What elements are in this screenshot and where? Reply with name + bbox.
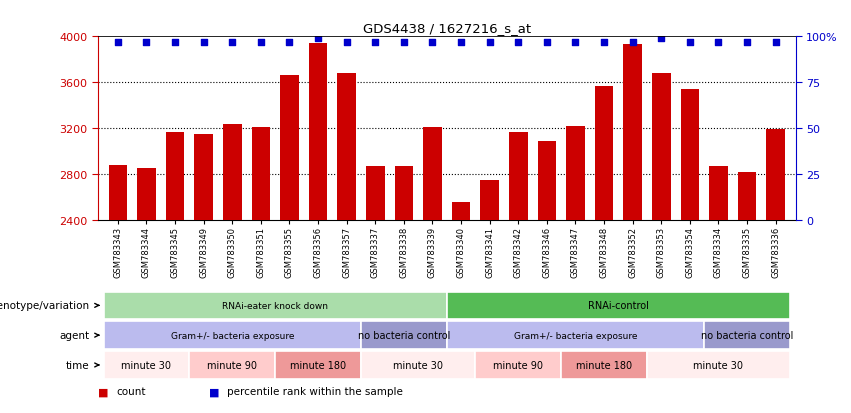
Text: no bacteria control: no bacteria control xyxy=(357,330,450,340)
Bar xyxy=(624,45,642,221)
Bar xyxy=(767,130,785,221)
Title: GDS4438 / 1627216_s_at: GDS4438 / 1627216_s_at xyxy=(363,21,531,35)
Text: agent: agent xyxy=(60,330,89,340)
Text: RNAi-control: RNAi-control xyxy=(588,301,648,311)
Point xyxy=(140,39,153,46)
Bar xyxy=(361,351,476,379)
Point xyxy=(197,39,210,46)
Point xyxy=(283,39,296,46)
Bar xyxy=(595,86,614,221)
Bar xyxy=(709,167,728,221)
Bar xyxy=(104,292,447,319)
Text: ■: ■ xyxy=(208,387,219,396)
Text: minute 90: minute 90 xyxy=(208,360,257,370)
Point xyxy=(454,39,468,46)
Bar xyxy=(447,322,704,349)
Point xyxy=(226,39,239,46)
Point xyxy=(511,39,525,46)
Text: RNAi-eater knock down: RNAi-eater knock down xyxy=(222,301,328,310)
Text: no bacteria control: no bacteria control xyxy=(701,330,793,340)
Text: Gram+/- bacteria exposure: Gram+/- bacteria exposure xyxy=(514,331,637,340)
Bar xyxy=(561,351,647,379)
Point xyxy=(426,39,439,46)
Point xyxy=(340,39,353,46)
Point xyxy=(254,39,268,46)
Bar xyxy=(194,135,213,221)
Text: time: time xyxy=(66,360,89,370)
Bar xyxy=(652,74,671,221)
Bar xyxy=(395,167,414,221)
Text: ■: ■ xyxy=(98,387,108,396)
Text: minute 30: minute 30 xyxy=(122,360,172,370)
Point xyxy=(597,39,611,46)
Bar xyxy=(361,322,447,349)
Point xyxy=(740,39,754,46)
Bar xyxy=(252,128,270,221)
Bar xyxy=(423,128,442,221)
Point xyxy=(483,39,496,46)
Point xyxy=(568,39,582,46)
Text: Gram+/- bacteria exposure: Gram+/- bacteria exposure xyxy=(170,331,294,340)
Text: minute 180: minute 180 xyxy=(290,360,346,370)
Point xyxy=(654,36,668,42)
Bar xyxy=(166,132,185,221)
Bar xyxy=(447,292,790,319)
Bar xyxy=(681,90,700,221)
Bar xyxy=(275,351,361,379)
Bar xyxy=(190,351,275,379)
Bar xyxy=(480,180,499,221)
Point xyxy=(311,36,325,42)
Point xyxy=(540,39,554,46)
Bar xyxy=(366,167,385,221)
Bar xyxy=(223,124,242,221)
Bar xyxy=(137,169,156,221)
Bar xyxy=(337,74,356,221)
Text: minute 30: minute 30 xyxy=(393,360,443,370)
Bar xyxy=(509,132,528,221)
Point xyxy=(168,39,182,46)
Bar xyxy=(704,322,790,349)
Bar xyxy=(538,142,557,221)
Bar xyxy=(309,44,328,221)
Point xyxy=(625,39,639,46)
Bar xyxy=(647,351,790,379)
Point xyxy=(368,39,382,46)
Point xyxy=(768,39,782,46)
Bar xyxy=(104,322,361,349)
Bar xyxy=(476,351,561,379)
Bar xyxy=(566,126,585,221)
Point xyxy=(683,39,697,46)
Point xyxy=(711,39,725,46)
Text: minute 180: minute 180 xyxy=(576,360,632,370)
Text: minute 90: minute 90 xyxy=(494,360,543,370)
Bar xyxy=(452,202,471,221)
Point xyxy=(397,39,411,46)
Bar xyxy=(738,172,757,221)
Text: genotype/variation: genotype/variation xyxy=(0,301,89,311)
Text: percentile rank within the sample: percentile rank within the sample xyxy=(227,387,403,396)
Text: count: count xyxy=(117,387,146,396)
Bar xyxy=(109,166,127,221)
Bar xyxy=(104,351,190,379)
Point xyxy=(111,39,125,46)
Bar xyxy=(280,76,299,221)
Text: minute 30: minute 30 xyxy=(694,360,744,370)
